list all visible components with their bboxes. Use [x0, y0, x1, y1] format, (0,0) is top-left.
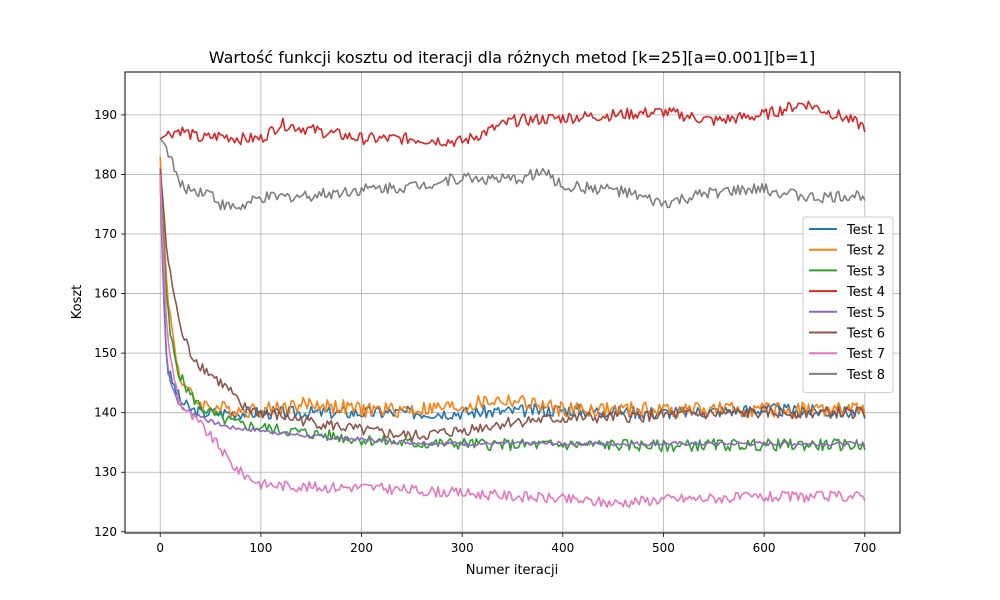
series-line — [159, 174, 866, 447]
series-line — [159, 168, 866, 442]
y-tick-label: 160 — [94, 287, 117, 301]
series-line — [159, 100, 866, 147]
legend-label: Test 4 — [846, 285, 885, 300]
legend-label: Test 3 — [846, 264, 885, 279]
series-lines — [159, 100, 866, 509]
x-tick-label: 600 — [753, 541, 776, 555]
series-line — [159, 138, 866, 211]
axis-ticks: 0 100 200 300 400 500 600 700 120 130 140 150 160 170… — [94, 108, 876, 555]
x-tick-label: 0 — [156, 541, 164, 555]
chart-title: Wartość funkcji kosztu od iteracji dla r… — [209, 48, 815, 67]
plot-area-frame — [124, 71, 901, 534]
legend-label: Test 8 — [846, 368, 885, 383]
y-tick-label: 120 — [94, 525, 117, 539]
y-tick-label: 180 — [94, 167, 117, 181]
x-tick-label: 300 — [451, 541, 474, 555]
legend-label: Test 2 — [846, 244, 885, 259]
y-tick-label: 130 — [94, 465, 117, 479]
y-tick-label: 150 — [94, 346, 117, 360]
legend-label: Test 1 — [846, 223, 885, 238]
x-axis-label: Numer iteracji — [466, 563, 559, 578]
legend-label: Test 5 — [846, 306, 885, 321]
y-tick-label: 190 — [94, 108, 117, 122]
series-line — [159, 174, 866, 421]
legend-label: Test 6 — [846, 327, 885, 342]
x-tick-label: 500 — [652, 541, 675, 555]
y-axis-label: Koszt — [70, 285, 85, 320]
x-tick-label: 200 — [350, 541, 373, 555]
y-tick-label: 140 — [94, 406, 117, 420]
x-tick-label: 100 — [249, 541, 272, 555]
legend-box — [802, 216, 894, 394]
series-line — [159, 174, 866, 509]
legend-label: Test 7 — [846, 347, 885, 362]
legend: Test 1 Test 2 Test 3 Test 4 Test 5 Test 6 Test… — [802, 216, 894, 394]
x-tick-label: 700 — [853, 541, 876, 555]
x-tick-label: 400 — [551, 541, 574, 555]
y-tick-label: 170 — [94, 227, 117, 241]
